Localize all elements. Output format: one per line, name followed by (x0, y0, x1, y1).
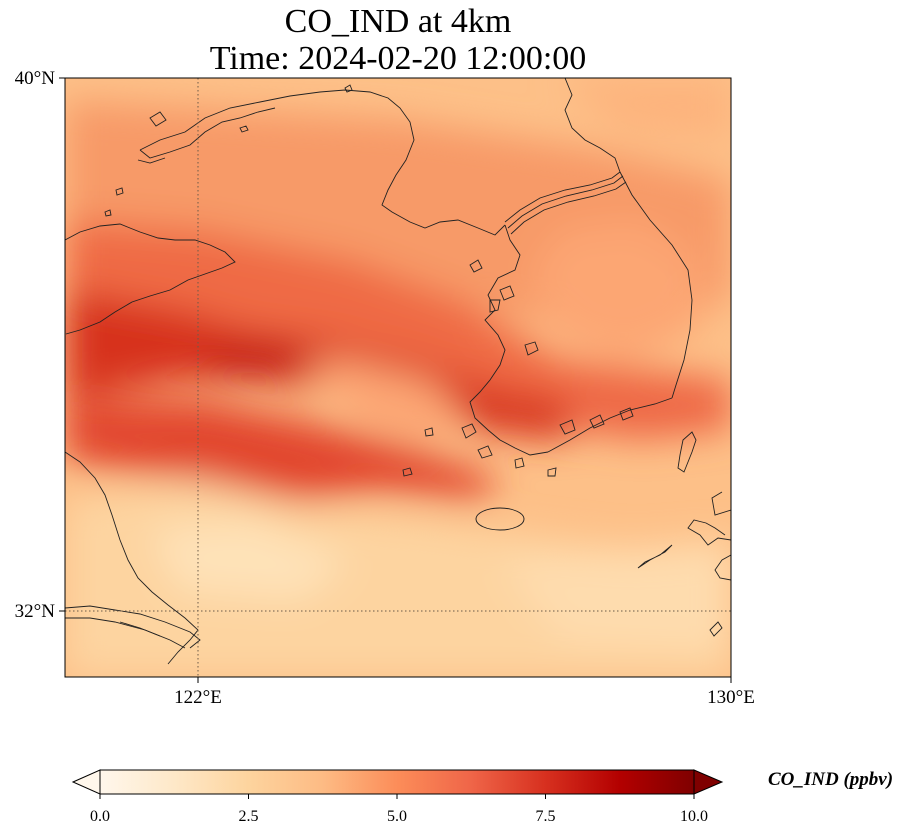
colorbar: 0.0 2.5 5.0 7.5 10.0 (71, 769, 724, 825)
colorbar-tick-0: 0.0 (90, 808, 110, 825)
lon-tick-label-122e: 122°E (174, 687, 222, 708)
colorbar-tick-3: 7.5 (536, 808, 556, 825)
colorbar-label: CO_IND (ppbv) (768, 769, 894, 790)
colorbar-tick-4: 10.0 (680, 808, 708, 825)
colorbar-gradient (99, 769, 695, 795)
lat-tick-label-32n: 32°N (15, 601, 56, 622)
concentration-field (65, 78, 731, 677)
map-title-line1: CO_IND at 4km (284, 3, 512, 40)
lon-tick-label-130e: 130°E (707, 687, 755, 708)
lat-tick-label-40n: 40°N (15, 68, 56, 89)
colorbar-extend-low (71, 769, 101, 795)
map-frame (64, 77, 732, 678)
colorbar-extend-high (693, 769, 724, 795)
gridlines (65, 78, 731, 677)
colorbar-tick-1: 2.5 (239, 808, 259, 825)
colorbar-tick-2: 5.0 (387, 808, 407, 825)
map-title-line2: Time: 2024-02-20 12:00:00 (209, 40, 587, 77)
